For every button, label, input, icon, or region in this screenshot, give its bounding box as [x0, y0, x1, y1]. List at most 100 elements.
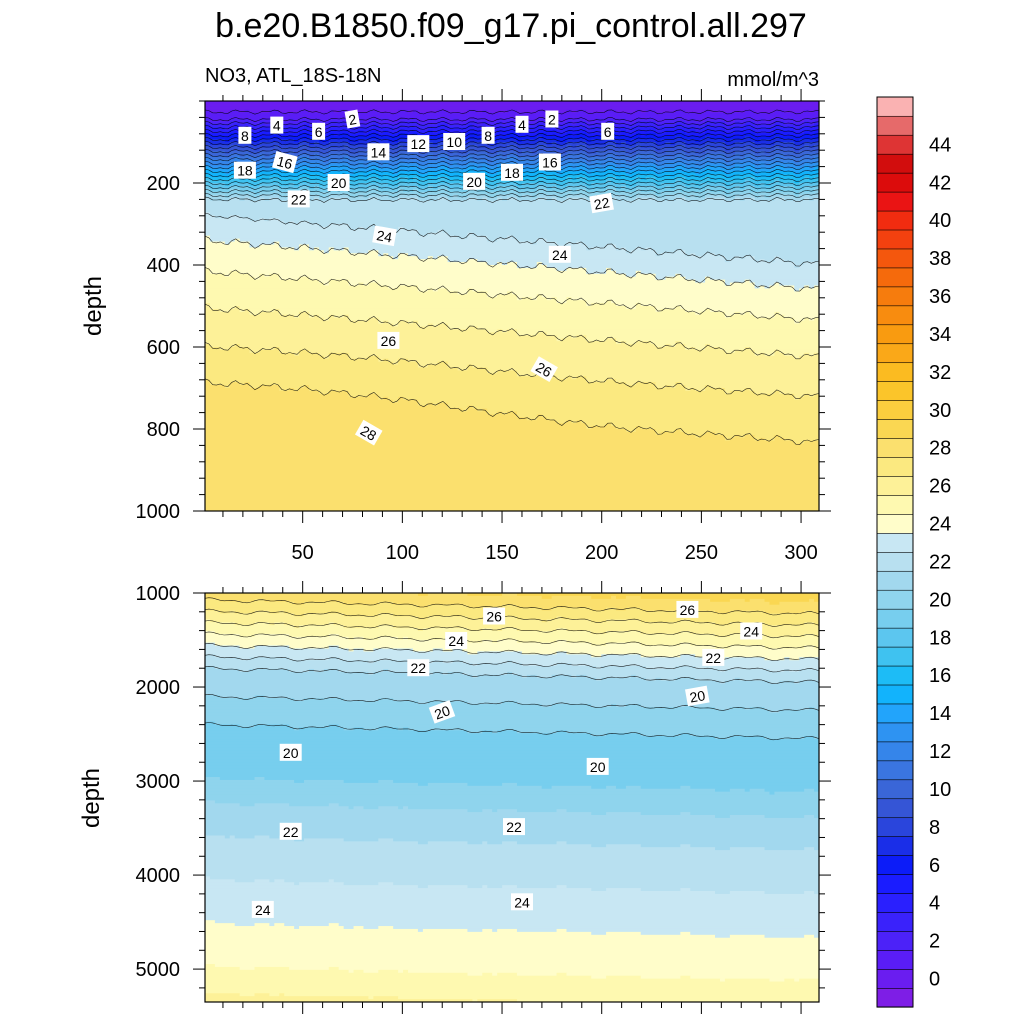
contour-fill-cell — [249, 311, 261, 316]
contour-label: 22 — [589, 192, 614, 214]
contour-fill-cell — [655, 139, 662, 143]
contour-fill-cell — [606, 630, 642, 635]
contour-fill-cell — [586, 244, 607, 249]
contour-label: 2 — [344, 109, 361, 129]
contour-fill-cell — [586, 133, 607, 137]
contour-fill-cell — [556, 139, 568, 143]
contour-fill-cell — [640, 188, 676, 193]
contour-fill-cell — [259, 130, 280, 134]
contour-fill-cell — [606, 931, 642, 936]
contour-fill-cell — [209, 144, 231, 149]
contour-fill-cell — [586, 188, 607, 193]
contour-fill-cell — [650, 247, 819, 251]
contour-fill-cell — [299, 109, 310, 114]
contour-fill-cell — [566, 153, 587, 158]
contour-fill-cell — [516, 156, 538, 161]
contour-label: 14 — [367, 143, 390, 161]
contour-fill-cell — [625, 607, 642, 612]
contour-fill-cell — [205, 797, 819, 802]
contour-fill-cell — [625, 174, 637, 178]
contour-fill-cell — [205, 306, 211, 310]
contour-fill-cell — [279, 385, 305, 389]
contour-fill-cell — [655, 142, 667, 146]
contour-fill-cell — [487, 121, 498, 126]
contour-fill-cell — [437, 130, 449, 134]
contour-fill-cell — [675, 177, 686, 181]
contour-fill-cell — [383, 162, 389, 167]
contour-fill-cell — [556, 639, 568, 644]
contour-fill-cell — [205, 174, 211, 178]
contour-fill-cell — [566, 972, 819, 977]
contour-fill-cell — [576, 420, 582, 424]
contour-fill-cell — [566, 109, 573, 114]
contour-fill-cell — [249, 150, 261, 155]
contour-fill-cell — [724, 185, 736, 190]
contour-fill-cell — [294, 352, 300, 357]
contour-fill-cell — [601, 677, 647, 682]
contour-fill-cell — [205, 966, 241, 971]
contour-fill-cell — [299, 727, 345, 731]
contour-fill-cell — [487, 411, 498, 415]
contour-fill-cell — [675, 168, 681, 172]
contour-fill-cell — [343, 601, 379, 606]
contour-fill-cell — [328, 159, 488, 164]
contour-fill-cell — [472, 124, 538, 128]
contour-fill-cell — [685, 388, 691, 392]
contour-fill-cell — [729, 706, 746, 711]
contour-fill-cell — [814, 890, 819, 895]
contour-fill-cell — [556, 153, 568, 158]
contour-fill-cell — [620, 174, 627, 178]
contour-fill-cell — [308, 197, 315, 202]
colorbar-tick-label: 4 — [929, 893, 940, 915]
contour-label-box — [548, 245, 571, 263]
colorbar-tick-label: 8 — [929, 817, 940, 839]
contour-fill-cell — [749, 136, 776, 140]
contour-fill-cell — [279, 124, 305, 128]
contour-fill-cell — [774, 437, 785, 442]
contour-fill-cell — [774, 259, 785, 263]
contour-fill-cell — [764, 183, 771, 187]
contour-fill-cell — [289, 668, 310, 673]
contour-fill-cell — [328, 724, 340, 728]
contour-fill-cell — [244, 153, 251, 158]
contour-fill-cell — [779, 180, 795, 184]
contour-fill-cell — [759, 194, 766, 199]
contour-fill-cell — [427, 127, 488, 131]
contour-fill-cell — [724, 139, 731, 143]
colorbar-swatch — [876, 172, 914, 193]
contour-fill-cell — [794, 130, 805, 134]
contour-fill-cell — [769, 150, 795, 155]
contour-fill-cell — [814, 121, 819, 126]
y-tick-label: 2000 — [136, 677, 181, 699]
contour-fill-cell — [308, 349, 726, 354]
contour-fill-cell — [457, 291, 469, 295]
contour-fill-cell — [205, 118, 211, 123]
contour-fill-cell — [437, 165, 449, 169]
contour-fill-cell — [205, 610, 221, 615]
contour-fill-cell — [685, 121, 706, 126]
contour-fill-cell — [234, 923, 256, 927]
contour-fill-cell — [586, 270, 607, 275]
contour-fill-cell — [417, 399, 819, 404]
contour-fill-cell — [358, 194, 365, 199]
contour-fill-cell — [729, 645, 766, 650]
contour-fill-cell — [368, 194, 389, 199]
contour-fill-cell — [536, 241, 558, 246]
contour-fill-cell — [318, 142, 330, 146]
contour-fill-cell — [447, 671, 464, 676]
contour-label: 4 — [270, 116, 284, 134]
contour-fill-cell — [205, 300, 558, 304]
contour-fill-cell — [516, 109, 538, 114]
contour-fill-cell — [205, 794, 819, 799]
contour-fill-cell — [744, 133, 756, 137]
contour-fill-cell — [205, 765, 819, 769]
contour-fill-cell — [591, 607, 607, 612]
contour-fill-cell — [635, 306, 657, 310]
contour-fill-cell — [804, 393, 810, 398]
contour-fill-cell — [779, 177, 805, 181]
contour-fill-cell — [205, 876, 211, 880]
contour-fill-cell — [205, 390, 320, 395]
contour-fill-cell — [437, 144, 449, 149]
contour-fill-cell — [521, 183, 558, 187]
contour-fill-cell — [655, 382, 677, 386]
